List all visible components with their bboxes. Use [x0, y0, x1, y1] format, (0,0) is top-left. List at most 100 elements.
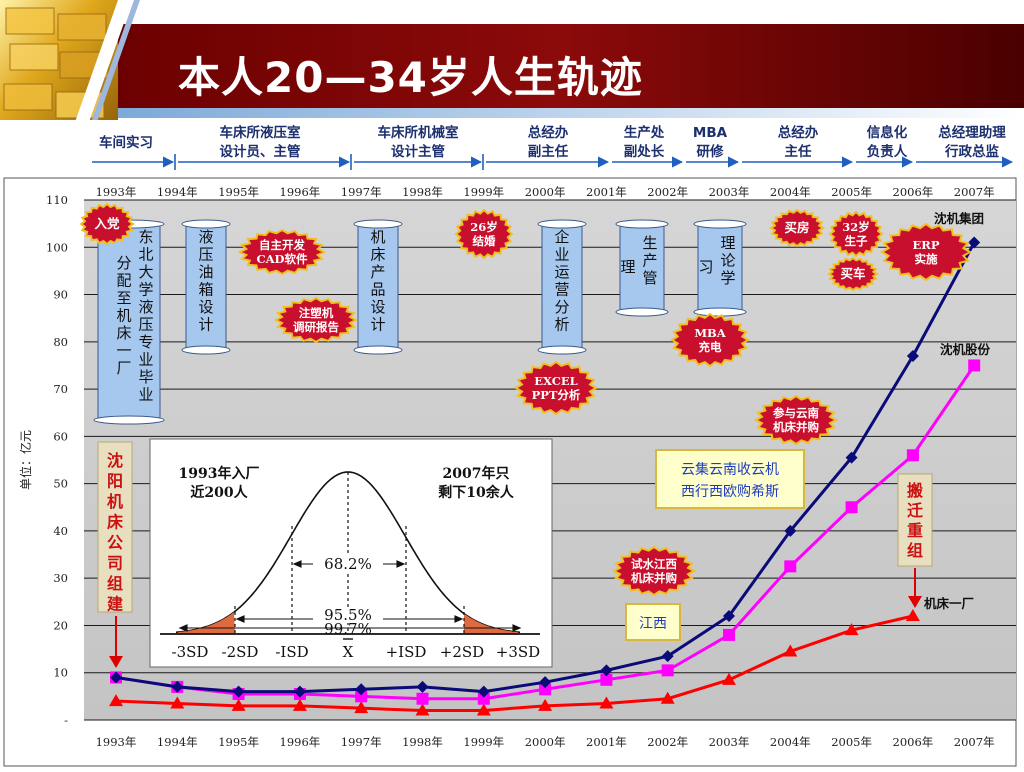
seal-text: 入党: [94, 216, 120, 231]
scroll-char: 计: [370, 316, 385, 334]
seal-badge: [454, 208, 514, 260]
x-tick-label-top: 2003年: [709, 185, 750, 199]
shenyang-group-founded-label: 沈阳机床公司组建: [97, 441, 133, 668]
pct-95-label: 95.5%: [324, 606, 372, 624]
pct-99-label: 99.7%: [324, 620, 372, 638]
scroll-body: [97, 223, 161, 421]
scroll-char: 学: [138, 281, 153, 299]
left-note-line2: 近200人: [190, 484, 248, 501]
y-tick-label: 50: [53, 477, 68, 491]
phase-line: MBA: [692, 125, 728, 141]
scroll-bottom-roll: [693, 307, 747, 317]
line-chart: - 10 20 30 40 50 60 70 80 90 100 110 1993年 1994年 1995…: [3, 177, 1017, 767]
seal-text: EXCEL: [534, 374, 578, 388]
x-axis-ticks-bottom: 1993年 1994年 1995年 1996年 1997年 1998年 1999年 2000年…: [96, 735, 995, 749]
x-tick-label-top: 2005年: [831, 185, 872, 199]
seal-badge: [237, 228, 327, 276]
seal-badge: [753, 394, 839, 446]
seal-badge: [879, 222, 973, 282]
scroll-char: 理: [620, 258, 635, 276]
data-point-triangle: [538, 698, 553, 711]
x-axis-ticks-top: 1993年 1994年 1995年 1996年 1997年 1998年 1999年 2000年…: [96, 185, 995, 199]
relocation-restructure-label: 搬迁重组: [897, 473, 933, 608]
scroll-top-roll: [615, 219, 669, 229]
data-point-diamond: [355, 683, 368, 696]
x-tick-label: 2001年: [586, 735, 627, 749]
data-point-diamond: [661, 650, 674, 663]
seal-badge: [514, 360, 598, 416]
sd-label: X: [343, 643, 354, 661]
sd-axis-labels: -3SD -2SD -ISD X +ISD +2SD +3SD: [172, 643, 541, 661]
data-point-diamond: [416, 680, 429, 693]
vertical-label-text: 沈阳机床公司组建: [107, 451, 124, 614]
seal-text: 26岁: [470, 220, 498, 234]
yunnan-box-line1: 云集云南收云机: [681, 461, 779, 478]
pct-68-label: 68.2%: [324, 555, 372, 573]
scroll-char: 毕: [138, 368, 153, 386]
data-point-square: [416, 692, 429, 705]
seal-text: 参与云南: [772, 406, 819, 420]
sd-label: +3SD: [496, 643, 540, 661]
scroll-char: 设: [370, 298, 385, 316]
phase-line: 车床所液压室: [219, 125, 301, 141]
phase-line: 设计主管: [391, 144, 445, 160]
data-point-triangle: [476, 703, 491, 716]
data-point-diamond: [906, 350, 919, 362]
x-tick-label: 2005年: [831, 735, 872, 749]
career-phase-timeline: 车间实习 车床所液压室 设计员、主管 车床所机械室 设计主管 总经办 副主任 生产处副…: [0, 120, 1024, 175]
scroll-char: 北: [138, 246, 153, 264]
data-point-triangle: [231, 698, 246, 711]
phase-line: 设计员、主管: [219, 144, 301, 160]
data-point-diamond: [600, 664, 613, 677]
seal-text: 机床并购: [631, 571, 677, 585]
data-point-diamond: [845, 451, 858, 464]
scroll-char: 液: [198, 228, 213, 246]
data-point-square: [784, 560, 797, 573]
phase-line: 总经理助理: [938, 125, 1006, 141]
scroll-char: 机: [370, 228, 385, 246]
bell-curve-inset: 68.2% 95.5% 99.7% 1993年入厂 近200人 2007年只 剩…: [149, 438, 553, 668]
phase-mechanical-design-supervisor: 车床所机械室 设计主管: [348, 124, 488, 162]
scroll-top-roll: [353, 219, 403, 229]
scroll-char: 压: [198, 246, 213, 264]
x-tick-label-top: 1995年: [218, 185, 259, 199]
series-label-group: 沈机集团 沈机股份 机床一厂: [924, 211, 991, 611]
phase-line: 信息化: [866, 125, 908, 141]
yunnan-acquisition-box: 云集云南收云机 西行西欧购希斯: [655, 449, 805, 509]
chart-area: - 10 20 30 40 50 60 70 80 90 100 110 1993年 1994年 1995…: [0, 176, 1024, 768]
scroll-char: 生: [642, 234, 657, 252]
scroll-char: 计: [198, 316, 213, 334]
sd-label: +ISD: [386, 643, 427, 661]
seal-badge: [611, 545, 697, 597]
y-tick-label: 110: [46, 193, 68, 207]
data-point-diamond: [232, 685, 245, 698]
phase-line: 车间实习: [99, 135, 153, 151]
data-point-square: [477, 692, 490, 705]
y-tick-label: -: [64, 713, 68, 727]
y-tick-label: 20: [53, 618, 68, 632]
sd-label: -2SD: [222, 643, 259, 661]
scroll-char: 分: [116, 254, 131, 272]
y-tick-label: 100: [46, 240, 68, 254]
scroll-char: 机: [116, 307, 131, 325]
data-point-triangle: [660, 691, 675, 704]
seal-text: 32岁: [842, 220, 870, 234]
data-point-diamond: [477, 685, 490, 698]
scroll-bottom-roll: [181, 345, 231, 355]
scroll-char: 压: [138, 316, 153, 334]
x-tick-label-top: 2007年: [954, 185, 995, 199]
y-tick-label: 60: [53, 429, 68, 443]
data-point-triangle: [354, 701, 369, 714]
seal-badge: [769, 208, 825, 248]
seal-6: 买房: [769, 208, 825, 248]
scroll-char: 液: [138, 298, 153, 316]
